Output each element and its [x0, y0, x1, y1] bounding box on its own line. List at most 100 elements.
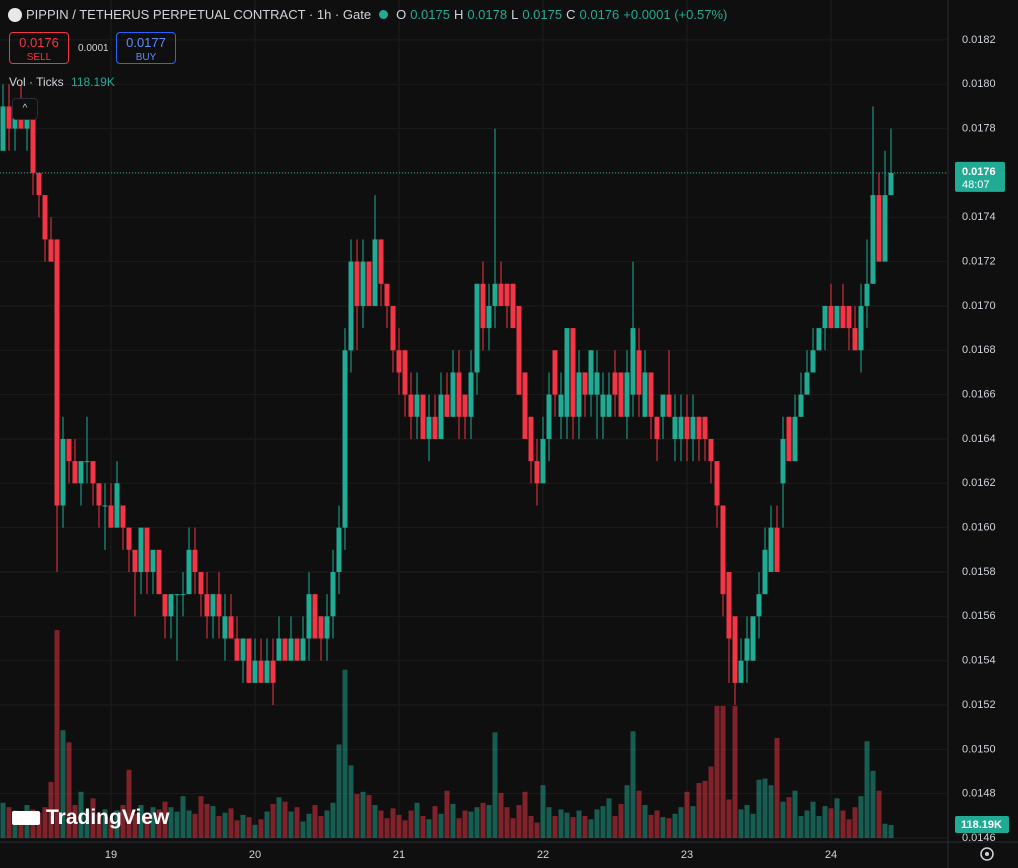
volume-bar	[426, 819, 432, 838]
candle-body	[828, 305, 834, 329]
candle-body	[702, 416, 708, 439]
volume-bar	[498, 792, 504, 838]
candle-body	[36, 172, 42, 196]
volume-bar	[666, 818, 672, 838]
volume-bar	[174, 811, 180, 838]
ohlc-label: O	[396, 7, 407, 22]
candle-body	[726, 571, 732, 639]
change: +0.0001 (+0.57%)	[623, 7, 728, 22]
volume-bar	[720, 706, 726, 838]
volume-bar	[294, 807, 300, 838]
volume-bar	[696, 783, 702, 838]
candle-body	[240, 638, 246, 661]
candle-body	[774, 527, 780, 572]
volume-bar	[378, 810, 384, 838]
candle-body	[228, 616, 234, 639]
candle-body	[522, 372, 528, 439]
candle-body	[750, 616, 756, 661]
volume-bar	[618, 803, 624, 838]
candle-body	[276, 638, 282, 661]
spread: 0.0001	[78, 43, 109, 54]
candle-body	[372, 239, 378, 306]
candle-layer	[0, 84, 948, 706]
candle-body	[666, 394, 672, 417]
volume-bar	[522, 791, 528, 838]
volume-bar	[336, 744, 342, 838]
volume-bar	[864, 741, 870, 838]
volume-bar	[204, 803, 210, 838]
volume-bar	[492, 732, 498, 838]
candle-body	[534, 461, 540, 484]
candle-body	[336, 527, 342, 572]
y-tick-label: 0.0160	[962, 522, 996, 534]
volume-bar	[222, 812, 228, 838]
y-tick-label: 0.0150	[962, 743, 996, 755]
volume-bar	[690, 806, 696, 838]
x-tick-label: 21	[393, 849, 405, 861]
logo: TradingView	[12, 806, 169, 830]
candle-body	[732, 616, 738, 683]
volume-bar	[816, 816, 822, 838]
candle-body	[870, 195, 876, 284]
volume-layer	[0, 630, 894, 838]
volume-bar	[846, 819, 852, 838]
volume-bar	[396, 814, 402, 838]
candle-body	[420, 394, 426, 439]
candle-body	[126, 527, 132, 550]
volume-bar	[750, 813, 756, 838]
volume-bar	[828, 808, 834, 838]
volume-bar	[738, 809, 744, 838]
volume-bar	[384, 818, 390, 838]
candle-body	[564, 328, 570, 417]
volume-bar	[792, 790, 798, 838]
candle-body	[636, 350, 642, 395]
candle-body	[288, 638, 294, 661]
x-tick-label: 19	[105, 849, 117, 861]
candle-body	[786, 416, 792, 462]
volume-bar	[282, 801, 288, 838]
candle-body	[510, 283, 516, 329]
volume-bar	[372, 805, 378, 838]
sell-button[interactable]: 0.0176 SELL	[9, 32, 69, 64]
candle-body	[780, 438, 786, 484]
volume-bar	[564, 812, 570, 838]
candle-body	[246, 638, 252, 683]
volume-bar	[528, 816, 534, 838]
volume-badge	[955, 816, 1009, 833]
volume-bar	[858, 796, 864, 838]
settings-icon-dot	[985, 852, 989, 856]
candle-body	[378, 239, 384, 284]
candle-body	[42, 195, 48, 240]
candle-body	[270, 660, 276, 683]
volume-bar	[624, 785, 630, 838]
candle-body	[96, 483, 102, 506]
last-price-badge	[955, 161, 1005, 192]
candle-body	[546, 394, 552, 439]
candle-body	[858, 305, 864, 351]
volume-bar	[324, 810, 330, 838]
volume-bar	[732, 706, 738, 838]
candle-body	[48, 239, 54, 262]
candle-body	[174, 594, 180, 596]
candle-body	[438, 394, 444, 439]
candle-body	[528, 416, 534, 462]
volume-bar	[810, 801, 816, 838]
settings-icon[interactable]	[980, 847, 994, 861]
buy-button[interactable]: 0.0177 BUY	[116, 32, 176, 64]
candle-body	[822, 305, 828, 329]
volume-bar	[882, 823, 888, 838]
buy-price: 0.0177	[126, 35, 166, 50]
volume-bar	[546, 807, 552, 838]
collapse-button[interactable]: ^	[12, 98, 38, 120]
volume-bar	[852, 807, 858, 838]
y-tick-label: 0.0164	[962, 433, 996, 445]
volume-bar	[762, 778, 768, 838]
volume-bar	[414, 802, 420, 838]
candle-body	[648, 372, 654, 417]
volume-bar	[672, 813, 678, 838]
candle-body	[744, 638, 750, 661]
candle-body	[414, 394, 420, 417]
candle-body	[390, 305, 396, 351]
volume-bar	[108, 818, 114, 838]
volume-badge-label: 118.19K	[961, 819, 1002, 831]
